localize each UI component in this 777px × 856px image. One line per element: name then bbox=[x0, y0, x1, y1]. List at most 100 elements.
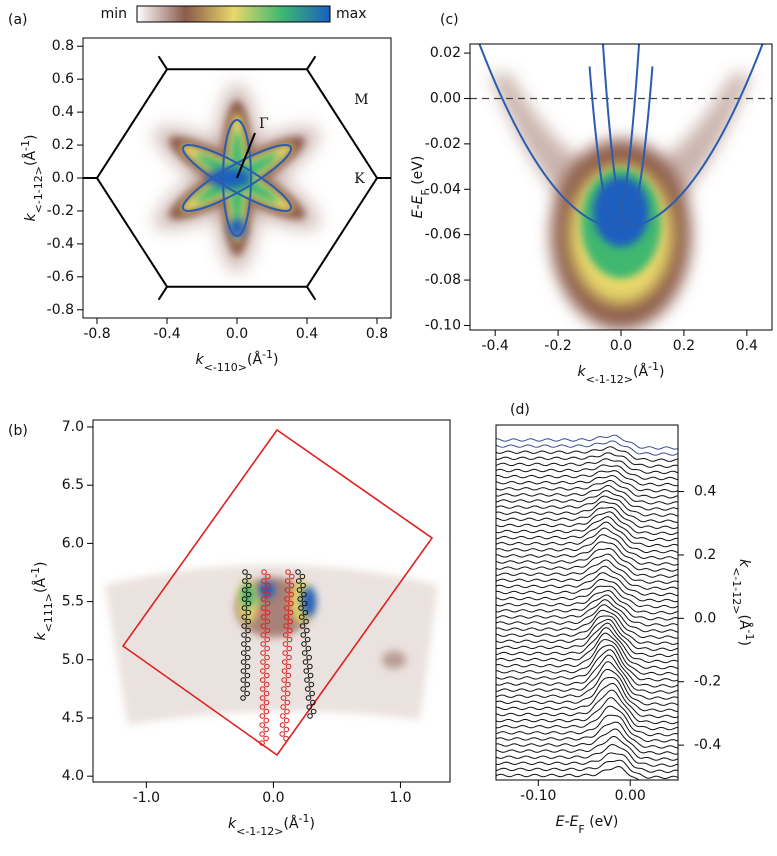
band-point bbox=[260, 650, 266, 656]
y-tick-label: 4.5 bbox=[62, 710, 84, 726]
band-point bbox=[284, 596, 290, 602]
band-point bbox=[279, 731, 286, 737]
edc-curve bbox=[496, 705, 678, 737]
panel-label: (b) bbox=[8, 423, 28, 439]
band-point bbox=[246, 573, 252, 580]
band-point bbox=[302, 659, 309, 665]
y-tick-label: 5.0 bbox=[62, 652, 84, 668]
band-point bbox=[309, 690, 315, 697]
band-point bbox=[285, 569, 291, 575]
axis-label-sub: F bbox=[419, 189, 432, 195]
zone-edge bbox=[157, 55, 168, 70]
band-point bbox=[284, 708, 290, 715]
y-tick-label: 7.0 bbox=[62, 419, 84, 435]
measurement-window bbox=[121, 428, 434, 757]
band-point bbox=[299, 573, 306, 580]
band-point bbox=[245, 582, 252, 589]
band-point bbox=[310, 699, 316, 706]
edc-curve bbox=[496, 654, 678, 694]
y-tick-label: 0.00 bbox=[430, 90, 461, 106]
band-point bbox=[245, 636, 251, 643]
axis-label-sub: <111> bbox=[42, 593, 55, 632]
band-point bbox=[242, 569, 248, 575]
axis-label-sup: -1 bbox=[262, 348, 273, 361]
colorbar-min: min bbox=[101, 6, 127, 22]
x-tick-label: 0.00 bbox=[615, 788, 646, 804]
edc-curve bbox=[496, 434, 678, 450]
x-tick-label: 0.0 bbox=[262, 790, 284, 806]
axis-label-unit: (Å bbox=[633, 363, 648, 380]
band-point bbox=[298, 605, 304, 611]
band-point bbox=[288, 600, 294, 607]
band-point bbox=[261, 578, 267, 584]
x-tick-label: -0.4 bbox=[482, 338, 509, 354]
x-tick-label: -0.4 bbox=[153, 326, 180, 342]
axis-label-sub: <-1-12> bbox=[32, 166, 45, 213]
edc-curve bbox=[496, 589, 678, 615]
band-point bbox=[244, 663, 251, 670]
edc-curve bbox=[496, 639, 678, 676]
edc-curve bbox=[496, 627, 678, 664]
fermi-contour bbox=[222, 119, 252, 237]
band-point bbox=[259, 695, 266, 701]
band-point bbox=[264, 663, 270, 670]
panel-label: (c) bbox=[440, 12, 459, 28]
band-point bbox=[281, 686, 287, 692]
edc-curve bbox=[496, 479, 678, 499]
axis-label-end: ) bbox=[310, 816, 315, 832]
band-point bbox=[304, 627, 310, 634]
edc-curve bbox=[496, 759, 678, 779]
x-tick-label: 0.0 bbox=[610, 338, 632, 354]
band-point bbox=[284, 578, 291, 584]
panel: -0.4 -0.2 0.0 0.2 0.4 0.02 0.00 -0.02 -0.04 -0.06… bbox=[410, 12, 773, 386]
band-point bbox=[245, 618, 252, 625]
band-point bbox=[263, 681, 270, 688]
edc-curve bbox=[496, 661, 678, 700]
edc-curve bbox=[496, 527, 678, 554]
y-tick-label: 0.4 bbox=[52, 104, 74, 120]
band-point bbox=[264, 600, 271, 607]
band-point bbox=[264, 636, 271, 643]
band-point bbox=[259, 731, 265, 737]
band-point bbox=[308, 681, 315, 688]
band-point bbox=[301, 641, 307, 647]
edc-curve bbox=[496, 728, 678, 755]
band-point bbox=[286, 636, 293, 643]
band-point bbox=[283, 735, 289, 742]
band-point bbox=[259, 722, 266, 728]
band-point bbox=[245, 627, 251, 634]
band-point bbox=[280, 713, 286, 719]
band-point bbox=[281, 677, 287, 683]
band-point bbox=[260, 632, 267, 638]
plot-area bbox=[470, 44, 772, 330]
edc-curve bbox=[496, 714, 678, 743]
band-point bbox=[265, 573, 271, 580]
band-point bbox=[287, 609, 294, 616]
band-point bbox=[244, 690, 250, 697]
band-point bbox=[240, 659, 247, 665]
edc-curve bbox=[496, 446, 678, 462]
colorbar bbox=[136, 5, 331, 23]
axis-label-base: k bbox=[228, 816, 237, 832]
axis-label-unit: (Å bbox=[247, 351, 262, 368]
y-tick-label: -0.2 bbox=[694, 674, 721, 690]
band-point bbox=[286, 645, 293, 652]
plot-area bbox=[105, 428, 438, 757]
axis-label-base: k bbox=[33, 632, 49, 641]
band-point bbox=[245, 645, 251, 652]
axis-label-base: k bbox=[196, 352, 205, 368]
edc-curve bbox=[496, 452, 678, 468]
axis-label-end: ) bbox=[659, 364, 664, 380]
axis-label-sub: <-1-12> bbox=[731, 567, 744, 614]
x-tick-label: 0.4 bbox=[736, 338, 758, 354]
y-tick-label: 4.0 bbox=[62, 768, 84, 784]
edc-curve bbox=[496, 572, 678, 597]
zone-edge bbox=[157, 286, 168, 301]
axis-label-sup: -1 bbox=[29, 567, 42, 578]
panel: Γ M K -0.8 -0.4 0.0 0.4 0.8 -0.8 -0.6 -0.4 -0.2 0.0 0… bbox=[8, 12, 392, 374]
band-point bbox=[264, 627, 271, 634]
band-point bbox=[285, 672, 292, 679]
band-point bbox=[288, 582, 295, 589]
x-tick-label: 1.0 bbox=[389, 790, 411, 806]
band-point bbox=[287, 618, 294, 625]
